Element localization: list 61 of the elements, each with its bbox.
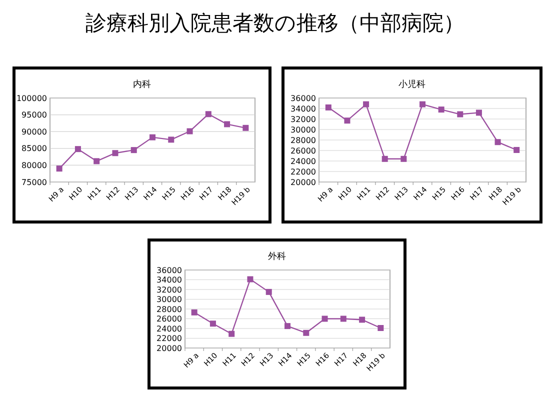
- y-tick-label: 22000: [290, 167, 316, 176]
- y-tick-label: 34000: [156, 276, 182, 285]
- y-tick-label: 36000: [156, 266, 182, 275]
- point: [303, 330, 310, 336]
- y-tick-label: 100000: [16, 94, 47, 103]
- y-tick-label: 20000: [290, 178, 316, 187]
- point: [382, 156, 388, 162]
- y-tick-label: 26000: [290, 146, 316, 156]
- y-tick-label: 28000: [290, 136, 316, 145]
- point: [247, 276, 254, 282]
- point: [168, 136, 174, 143]
- y-tick-label: 28000: [156, 304, 182, 314]
- y-tick-label: 30000: [156, 295, 182, 304]
- y-tick-label: 22000: [156, 334, 182, 344]
- y-tick-label: 95000: [22, 110, 47, 120]
- y-tick-label: 24000: [156, 324, 182, 334]
- y-tick-label: 36000: [290, 94, 316, 103]
- point: [420, 101, 426, 108]
- point: [494, 139, 501, 146]
- point: [112, 150, 118, 156]
- y-tick-label: 26000: [156, 314, 182, 324]
- point: [284, 323, 290, 330]
- point: [56, 166, 62, 172]
- point: [344, 118, 350, 124]
- point: [130, 147, 137, 154]
- point: [205, 111, 212, 118]
- y-tick-label: 75000: [22, 178, 47, 187]
- y-tick-label: 34000: [290, 104, 316, 114]
- point: [378, 325, 384, 332]
- y-tick-label: 32000: [156, 285, 182, 294]
- point: [210, 320, 216, 327]
- point: [325, 104, 332, 110]
- point: [94, 158, 100, 164]
- point: [228, 330, 235, 337]
- y-tick-label: 90000: [22, 127, 47, 136]
- point: [514, 146, 520, 153]
- point: [400, 156, 407, 162]
- text: 診療科別入院患者数の推移（中部病院）: [86, 11, 464, 35]
- point: [242, 124, 249, 131]
- point: [340, 316, 346, 322]
- point: [186, 128, 193, 134]
- y-tick-label: 85000: [22, 144, 47, 154]
- point: [457, 111, 464, 118]
- y-tick-label: 32000: [290, 114, 316, 124]
- point: [266, 288, 272, 295]
- point: [322, 316, 328, 322]
- chart-title: 外科: [268, 251, 286, 262]
- point: [438, 106, 444, 113]
- point: [191, 309, 198, 316]
- point: [359, 316, 366, 323]
- point: [363, 101, 370, 108]
- point: [74, 146, 81, 152]
- point: [224, 121, 230, 128]
- y-tick-label: 30000: [290, 125, 316, 134]
- y-tick-label: 20000: [156, 344, 182, 353]
- chart-title: 内科: [133, 79, 151, 90]
- point: [150, 134, 156, 140]
- y-tick-label: 80000: [22, 161, 47, 170]
- chart-title: 小児科: [398, 79, 426, 90]
- y-tick-label: 24000: [290, 156, 316, 166]
- point: [476, 110, 482, 116]
